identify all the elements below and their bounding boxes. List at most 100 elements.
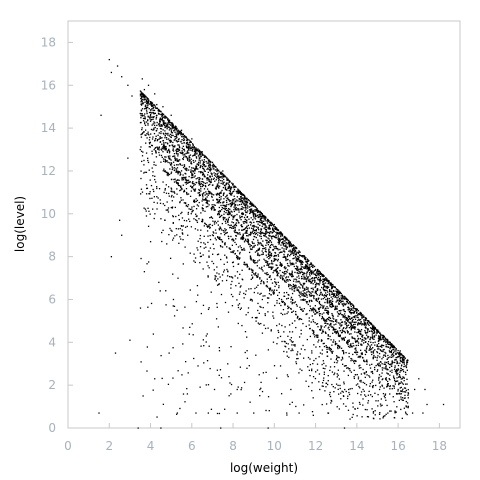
- data-point: [294, 271, 296, 274]
- data-point: [247, 240, 250, 242]
- data-point: [323, 294, 326, 296]
- data-point: [392, 346, 394, 348]
- data-point: [214, 174, 216, 176]
- data-point: [311, 280, 313, 282]
- data-point: [231, 202, 233, 205]
- data-point: [182, 327, 184, 329]
- data-point: [381, 350, 383, 352]
- data-point: [345, 323, 348, 325]
- data-point: [407, 392, 409, 394]
- data-point: [184, 306, 186, 308]
- data-point: [221, 177, 223, 179]
- data-point: [357, 342, 360, 344]
- data-point: [332, 320, 334, 323]
- data-point: [296, 268, 298, 270]
- data-point: [395, 350, 397, 352]
- data-point: [233, 224, 235, 226]
- data-point: [221, 206, 223, 209]
- data-point: [260, 229, 262, 231]
- data-point: [188, 145, 190, 147]
- data-point: [204, 176, 206, 178]
- data-point: [382, 392, 385, 395]
- data-point: [161, 117, 163, 119]
- data-point: [284, 251, 286, 253]
- data-point: [200, 312, 203, 315]
- data-point: [144, 124, 147, 126]
- data-point: [286, 351, 288, 353]
- data-point: [272, 311, 274, 313]
- data-point: [145, 171, 148, 174]
- data-point: [358, 401, 361, 404]
- data-point: [401, 417, 403, 420]
- data-point: [242, 238, 244, 241]
- data-point: [306, 260, 308, 262]
- data-point: [202, 161, 205, 163]
- data-point: [389, 393, 391, 395]
- data-point: [213, 269, 215, 271]
- data-point: [289, 241, 291, 244]
- data-point: [368, 320, 370, 322]
- data-point: [404, 411, 407, 413]
- data-point: [233, 216, 235, 218]
- data-point: [212, 234, 215, 237]
- data-point: [161, 149, 163, 151]
- data-point: [140, 114, 142, 117]
- data-point: [174, 125, 177, 128]
- data-point: [166, 201, 168, 203]
- data-point: [284, 326, 286, 328]
- data-point: [296, 276, 298, 278]
- data-point: [306, 301, 308, 303]
- data-point: [179, 189, 181, 192]
- data-point: [289, 338, 291, 341]
- data-point: [239, 217, 241, 219]
- data-point: [330, 399, 332, 402]
- data-point: [245, 211, 247, 213]
- data-point: [400, 386, 402, 389]
- data-point: [227, 187, 229, 189]
- data-point: [304, 295, 306, 297]
- data-point: [195, 208, 198, 210]
- data-point: [335, 332, 337, 335]
- data-point: [384, 338, 387, 340]
- data-point: [279, 277, 282, 279]
- data-point: [275, 255, 277, 257]
- data-point: [233, 206, 235, 208]
- data-point: [323, 377, 325, 379]
- data-point: [329, 369, 331, 372]
- data-point: [317, 307, 320, 310]
- data-point: [330, 303, 332, 306]
- data-point: [215, 232, 217, 234]
- data-point: [153, 121, 155, 123]
- data-point: [140, 96, 143, 98]
- data-point: [288, 348, 290, 350]
- data-point: [372, 386, 374, 389]
- data-point: [236, 388, 238, 391]
- data-point: [202, 162, 205, 164]
- data-point: [277, 249, 279, 251]
- data-point: [346, 317, 349, 319]
- data-point: [288, 243, 291, 246]
- data-point: [169, 133, 171, 136]
- data-point: [175, 164, 178, 166]
- data-point: [264, 233, 266, 236]
- data-point: [290, 244, 292, 246]
- data-point: [401, 390, 403, 392]
- data-point: [163, 142, 165, 144]
- data-point: [241, 197, 243, 199]
- data-point: [257, 260, 259, 262]
- data-point: [382, 338, 384, 340]
- data-point: [257, 253, 259, 255]
- data-point: [371, 353, 373, 356]
- data-point: [216, 183, 219, 185]
- data-point: [188, 166, 191, 168]
- data-point: [327, 311, 329, 313]
- data-point: [337, 347, 339, 350]
- data-point: [242, 212, 244, 214]
- data-point: [247, 224, 250, 227]
- data-point: [258, 243, 260, 245]
- data-point: [164, 115, 166, 118]
- data-point: [198, 157, 200, 159]
- data-point: [291, 270, 293, 272]
- data-point: [218, 210, 221, 212]
- data-point: [360, 343, 362, 345]
